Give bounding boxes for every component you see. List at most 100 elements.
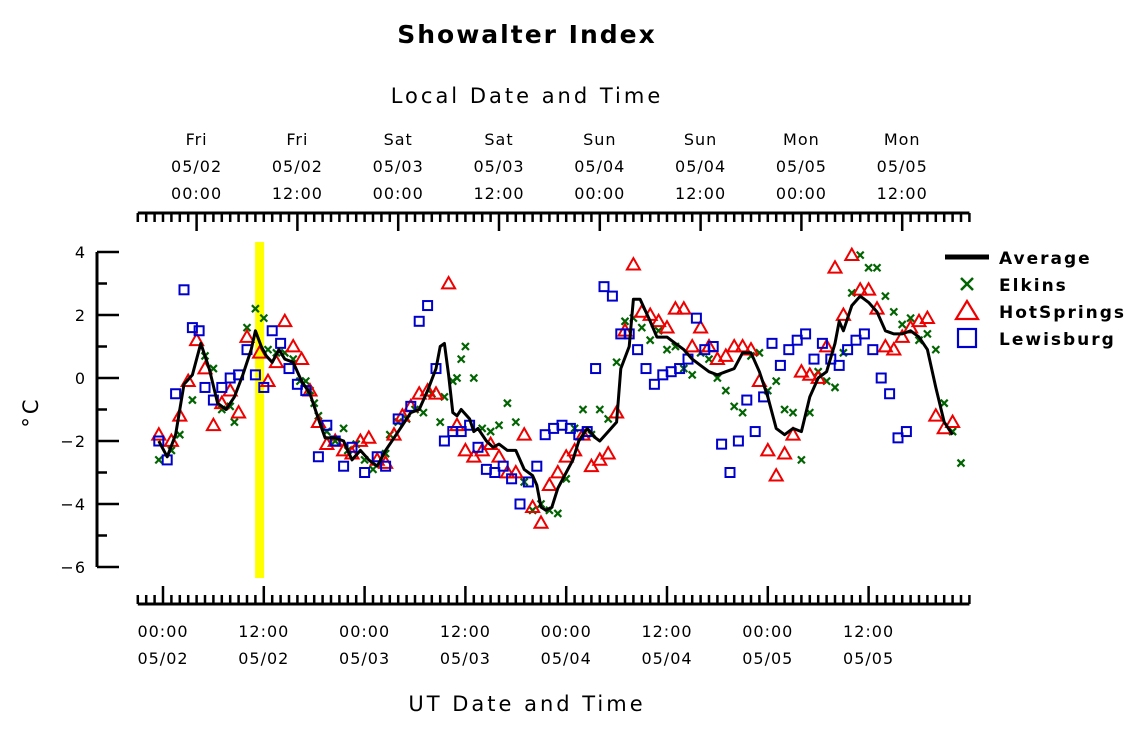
top-tick-time: 00:00 <box>776 184 827 203</box>
lewisburg-point <box>216 381 228 393</box>
lewisburg-point <box>816 337 828 349</box>
elkins-point <box>889 307 899 317</box>
hotsprings-point <box>293 350 310 365</box>
lewisburg-point <box>413 315 425 327</box>
elkins-point <box>713 373 722 383</box>
lewisburg-point <box>800 328 812 340</box>
lewisburg-point <box>875 372 887 384</box>
elkins-point <box>553 509 563 518</box>
bottom-tick-date: 05/02 <box>238 649 289 668</box>
top-tick-time: 00:00 <box>574 184 625 203</box>
lewisburg-point <box>774 359 786 371</box>
lewisburg-point <box>867 344 879 356</box>
hotsprings-point <box>205 416 222 432</box>
elkins-point <box>687 370 697 380</box>
elkins-point <box>612 357 621 367</box>
lewisburg-point <box>506 473 518 485</box>
lewisburg-point <box>312 451 324 463</box>
hotsprings-point <box>599 445 617 460</box>
elkins-point <box>503 398 512 408</box>
elkins-point <box>469 373 479 383</box>
elkins-point <box>637 323 647 332</box>
hotsprings-point <box>860 281 877 296</box>
bottom-tick-date: 05/04 <box>641 649 692 668</box>
top-tick-day: Mon <box>884 130 921 149</box>
lewisburg-point <box>707 341 719 352</box>
lewisburg-point <box>531 460 543 472</box>
hotsprings-point <box>549 463 567 479</box>
top-tick-day: Fri <box>186 130 208 149</box>
lewisburg-point <box>497 460 509 472</box>
lewisburg-point <box>249 369 261 381</box>
y-tick-label: 2 <box>75 306 86 325</box>
lewisburg-point <box>539 429 551 441</box>
elkins-point <box>872 263 882 273</box>
elkins-point <box>595 405 605 414</box>
hotsprings-point <box>457 441 474 457</box>
top-tick-day: Sat <box>384 130 413 149</box>
legend-hotsprings-swatch <box>954 298 980 321</box>
elkins-point <box>906 313 915 323</box>
bottom-tick-date: 05/03 <box>440 649 491 668</box>
lewisburg-point <box>338 460 350 472</box>
elkins-point <box>956 458 966 468</box>
top-axis: Fri 05/02 00:00 Fri 05/02 12:00 Sat 05/03 00:00 S… <box>136 130 971 231</box>
lewisburg-point <box>422 300 434 312</box>
lewisburg-point <box>193 325 205 337</box>
lewisburg-point <box>632 344 644 356</box>
lewisburg-point <box>732 435 744 447</box>
hotsprings-point <box>683 337 701 353</box>
elkins-point <box>881 291 890 301</box>
lewisburg-point <box>833 359 845 371</box>
lewisburg-point <box>199 381 211 393</box>
bottom-tick-time: 12:00 <box>238 622 289 641</box>
series-hotsprings <box>150 246 961 529</box>
lewisburg-point <box>291 378 303 390</box>
hotsprings-point <box>927 407 945 422</box>
elkins-point <box>620 317 630 326</box>
hotsprings-point <box>725 337 743 353</box>
elkins-point <box>578 405 588 414</box>
elkins-point <box>242 323 252 332</box>
legend-hotsprings-label: HotSprings <box>999 303 1125 323</box>
elkins-point <box>864 263 873 273</box>
top-tick-time: 12:00 <box>675 184 726 203</box>
hotsprings-point <box>419 382 436 397</box>
bottom-tick-time: 00:00 <box>137 622 188 641</box>
lewisburg-point <box>749 426 761 438</box>
highlight-bar <box>255 242 265 578</box>
lewisburg-point <box>900 426 912 438</box>
hotsprings-point <box>284 337 302 353</box>
hotsprings-point <box>625 256 642 271</box>
hotsprings-point <box>826 259 844 274</box>
elkins-point <box>494 420 504 430</box>
elkins-point <box>729 402 739 411</box>
top-tick-time: 00:00 <box>373 184 424 203</box>
lewisburg-point <box>884 388 896 400</box>
top-tick-date: 05/03 <box>473 157 524 176</box>
lewisburg-point <box>258 381 270 393</box>
elkins-point <box>230 417 239 427</box>
top-tick-time: 00:00 <box>171 184 222 203</box>
elkins-point <box>188 395 197 405</box>
series-average-line <box>157 294 954 512</box>
lewisburg-point <box>648 378 660 390</box>
hotsprings-point <box>818 337 835 353</box>
hotsprings-point <box>692 319 709 334</box>
elkins-point <box>368 465 378 474</box>
hotsprings-point <box>667 300 684 315</box>
lewisburg-point <box>455 426 467 438</box>
elkins-point <box>154 455 164 465</box>
lewisburg-point <box>858 328 870 340</box>
legend-elkins-label: Elkins <box>999 276 1068 296</box>
lewisburg-point <box>892 432 904 444</box>
elkins-point <box>788 408 798 417</box>
hotsprings-point <box>885 341 903 356</box>
elkins-point <box>897 320 907 329</box>
hotsprings-point <box>650 312 667 328</box>
hotsprings-point <box>238 328 256 343</box>
y-tick-label: −4 <box>60 495 86 514</box>
elkins-point <box>771 376 781 386</box>
legend-elkins-swatch <box>960 277 974 291</box>
lewisburg-point <box>153 435 165 447</box>
